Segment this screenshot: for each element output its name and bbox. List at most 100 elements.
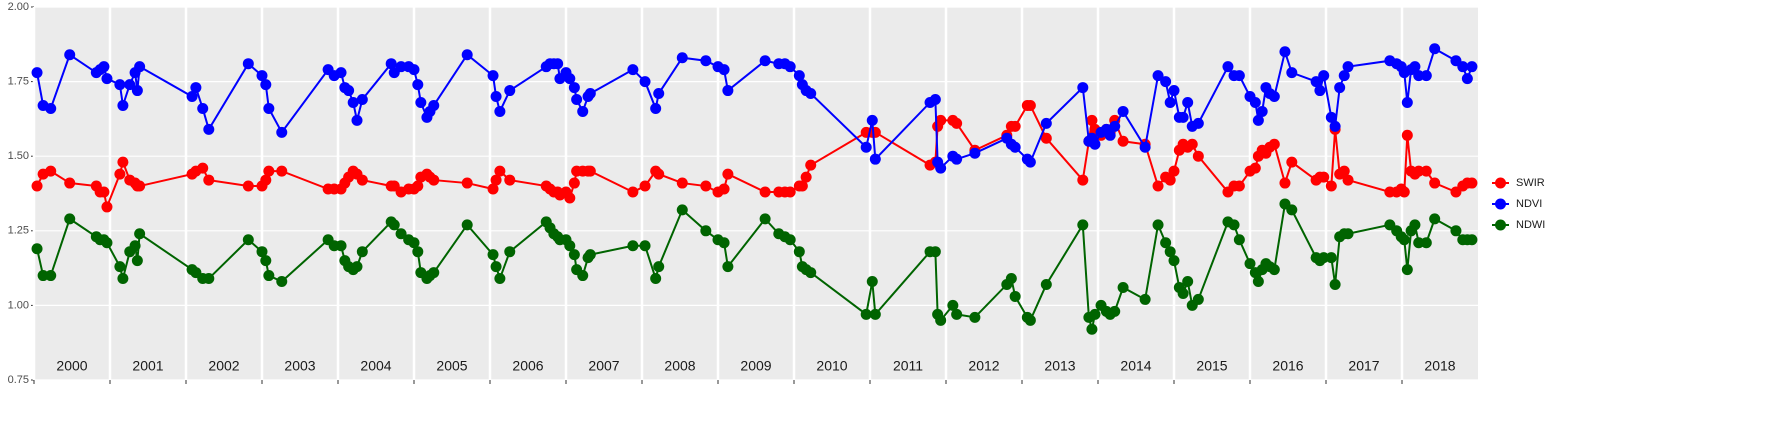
data-point <box>1009 120 1021 132</box>
data-point <box>31 67 43 79</box>
data-point <box>129 240 141 252</box>
data-point <box>653 261 665 273</box>
data-point <box>134 228 146 240</box>
data-point <box>1104 129 1116 141</box>
data-point <box>1009 290 1021 302</box>
data-point <box>784 186 796 198</box>
year-label: 2003 <box>284 358 315 374</box>
data-point <box>1252 114 1264 126</box>
data-point <box>1117 105 1129 117</box>
data-point <box>700 180 712 192</box>
data-point <box>1040 117 1052 129</box>
data-point <box>1182 96 1194 108</box>
data-point <box>1233 234 1245 246</box>
data-point <box>1164 96 1176 108</box>
data-point <box>197 162 209 174</box>
data-point <box>1256 105 1268 117</box>
year-label: 2011 <box>893 358 923 374</box>
data-point <box>1318 252 1330 264</box>
data-point <box>805 159 817 171</box>
data-point <box>1040 132 1052 144</box>
data-point <box>1409 61 1421 73</box>
data-point <box>784 234 796 246</box>
data-point <box>796 180 808 192</box>
data-point <box>1268 91 1280 103</box>
data-point <box>356 174 368 186</box>
year-label: 2007 <box>588 358 619 374</box>
year-label: 2004 <box>360 358 391 374</box>
data-point <box>718 237 730 249</box>
year-label: 2005 <box>436 358 467 374</box>
data-point <box>639 240 651 252</box>
data-point <box>577 105 589 117</box>
data-point <box>1168 255 1180 267</box>
data-point <box>490 261 502 273</box>
data-point <box>1338 165 1350 177</box>
data-point <box>504 174 516 186</box>
data-point <box>805 267 817 279</box>
data-point <box>571 94 583 106</box>
data-point <box>1117 281 1129 293</box>
data-point <box>639 180 651 192</box>
data-point <box>1325 180 1337 192</box>
data-point <box>1024 314 1036 326</box>
data-point <box>1164 246 1176 258</box>
data-point <box>627 186 639 198</box>
data-point <box>260 79 272 91</box>
year-label: 2018 <box>1424 358 1455 374</box>
data-point <box>1342 228 1354 240</box>
data-point <box>584 88 596 100</box>
data-point <box>395 228 407 240</box>
data-point <box>969 311 981 323</box>
data-point <box>1177 287 1189 299</box>
data-point <box>487 249 499 261</box>
data-point <box>1222 61 1234 73</box>
data-point <box>700 55 712 67</box>
data-point <box>700 225 712 237</box>
data-point <box>1089 308 1101 320</box>
data-point <box>1164 174 1176 186</box>
data-point <box>650 102 662 114</box>
data-point <box>351 261 363 273</box>
data-point <box>1268 264 1280 276</box>
data-point <box>335 240 347 252</box>
data-point <box>1009 141 1021 153</box>
data-point <box>584 249 596 261</box>
data-point <box>494 165 506 177</box>
data-point <box>1077 174 1089 186</box>
data-point <box>101 201 113 213</box>
data-point <box>1409 219 1421 231</box>
legend-key <box>1495 219 1506 231</box>
data-point <box>676 52 688 64</box>
data-point <box>1168 165 1180 177</box>
data-point <box>929 246 941 258</box>
data-point <box>1466 234 1478 246</box>
data-point <box>759 186 771 198</box>
data-point <box>101 73 113 85</box>
data-point <box>412 246 424 258</box>
data-point <box>1429 213 1441 225</box>
data-point <box>1177 111 1189 123</box>
data-point <box>951 153 963 165</box>
data-point <box>134 61 146 73</box>
year-label: 2017 <box>1348 358 1379 374</box>
data-point <box>564 192 576 204</box>
data-point <box>31 243 43 255</box>
data-point <box>1420 165 1432 177</box>
data-point <box>186 91 198 103</box>
data-point <box>1279 46 1291 58</box>
data-point <box>1398 234 1410 246</box>
data-point <box>64 177 76 189</box>
data-point <box>101 237 113 249</box>
data-point <box>1117 135 1129 147</box>
data-point <box>1086 114 1098 126</box>
data-point <box>1186 138 1198 150</box>
year-label: 2015 <box>1196 358 1227 374</box>
data-point <box>1325 252 1337 264</box>
data-point <box>1342 61 1354 73</box>
year-label: 2013 <box>1044 358 1075 374</box>
data-point <box>242 180 254 192</box>
data-point <box>408 64 420 76</box>
data-point <box>263 270 275 282</box>
data-point <box>676 177 688 189</box>
